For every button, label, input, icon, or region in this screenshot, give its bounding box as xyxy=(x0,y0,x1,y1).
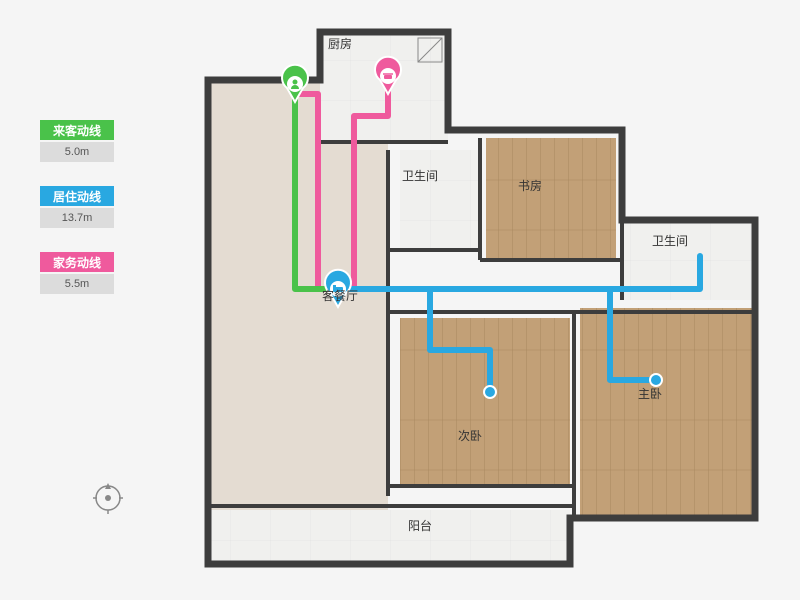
room-bed1 xyxy=(580,308,755,518)
path-end-marker xyxy=(650,374,662,386)
legend-color-housework: 家务动线 xyxy=(40,252,114,272)
room-balcony xyxy=(208,510,570,562)
room-label-bath2: 卫生间 xyxy=(652,234,688,248)
floorplan: 客餐厅厨房卫生间书房卫生间次卧主卧阳台 xyxy=(190,20,770,580)
legend-item-living: 居住动线 13.7m xyxy=(40,186,120,228)
room-label-bed2: 次卧 xyxy=(458,429,482,443)
room-bed2 xyxy=(400,318,570,486)
legend-item-housework: 家务动线 5.5m xyxy=(40,252,120,294)
room-label-kitchen: 厨房 xyxy=(328,36,352,51)
legend-value-guest: 5.0m xyxy=(40,142,114,162)
legend-value-living: 13.7m xyxy=(40,208,114,228)
room-label-bed1: 主卧 xyxy=(638,387,662,401)
compass-icon xyxy=(90,480,126,516)
legend-color-guest: 来客动线 xyxy=(40,120,114,140)
room-label-balcony: 阳台 xyxy=(408,518,432,533)
room-label-living: 客餐厅 xyxy=(322,288,358,303)
path-end-marker xyxy=(484,386,496,398)
legend-value-housework: 5.5m xyxy=(40,274,114,294)
legend-item-guest: 来客动线 5.0m xyxy=(40,120,120,162)
legend-color-living: 居住动线 xyxy=(40,186,114,206)
legend: 来客动线 5.0m 居住动线 13.7m 家务动线 5.5m xyxy=(40,120,120,318)
room-study xyxy=(486,138,616,258)
room-bath1 xyxy=(400,150,480,250)
room-label-bath1: 卫生间 xyxy=(402,169,438,183)
room-label-study: 书房 xyxy=(518,178,542,193)
